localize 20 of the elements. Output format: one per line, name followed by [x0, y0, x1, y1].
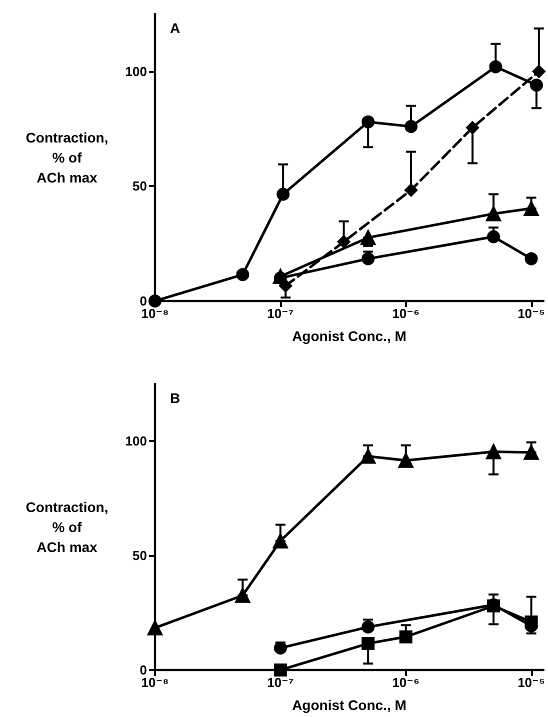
y-tick-label: 100: [125, 64, 147, 79]
x-axis-title: Agonist Conc., M: [292, 328, 406, 344]
x-tick-label: 10⁻⁶: [392, 675, 420, 690]
x-axis-title: Agonist Conc., M: [292, 697, 406, 713]
x-tick-label: 10⁻⁷: [267, 675, 294, 690]
y-tick-label: 100: [125, 434, 147, 449]
y-tick-label: 0: [140, 294, 147, 308]
x-tick-label: 10⁻⁵: [518, 675, 546, 690]
text: B: [170, 390, 180, 406]
y-tick-label: 50: [132, 178, 147, 194]
x-tick-label: 10⁻⁸: [141, 306, 169, 321]
y-tick-label: 0: [140, 662, 147, 678]
chart-title: A: [170, 20, 180, 36]
y-axis-title: Contraction, % of ACh max: [26, 130, 108, 186]
x-tick-label: 10⁻⁶: [392, 306, 420, 321]
y-tick-label: 50: [132, 548, 147, 564]
x-tick-label: 10⁻⁵: [518, 306, 546, 321]
x-tick-label: 10⁻⁸: [141, 675, 169, 690]
y-axis-title: Contraction, % of ACh max: [26, 499, 108, 555]
x-tick-label: 10⁻⁷: [267, 306, 294, 321]
